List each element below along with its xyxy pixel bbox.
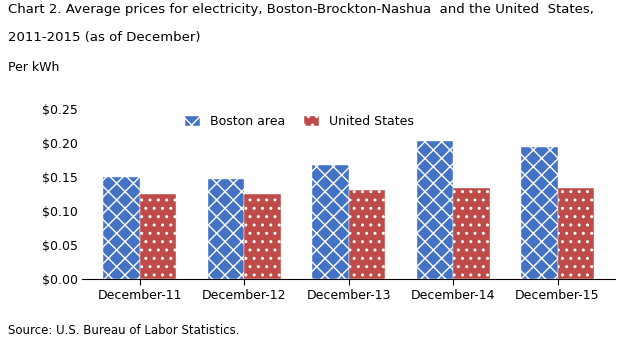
Bar — [140, 194, 176, 279]
Text: Per kWh: Per kWh — [8, 61, 60, 74]
Bar — [244, 194, 281, 279]
Bar — [417, 141, 453, 279]
Bar — [103, 177, 140, 279]
Bar — [349, 190, 385, 279]
Legend: Boston area, United States: Boston area, United States — [184, 115, 413, 128]
Text: Source: U.S. Bureau of Labor Statistics.: Source: U.S. Bureau of Labor Statistics. — [8, 324, 240, 337]
Text: Chart 2. Average prices for electricity, Boston-Brockton-Nashua  and the United : Chart 2. Average prices for electricity,… — [8, 3, 594, 16]
Bar — [521, 147, 557, 279]
Bar — [208, 179, 244, 279]
Text: 2011-2015 (as of December): 2011-2015 (as of December) — [8, 31, 201, 44]
Bar — [312, 165, 349, 279]
Bar — [557, 188, 594, 279]
Bar — [453, 188, 489, 279]
